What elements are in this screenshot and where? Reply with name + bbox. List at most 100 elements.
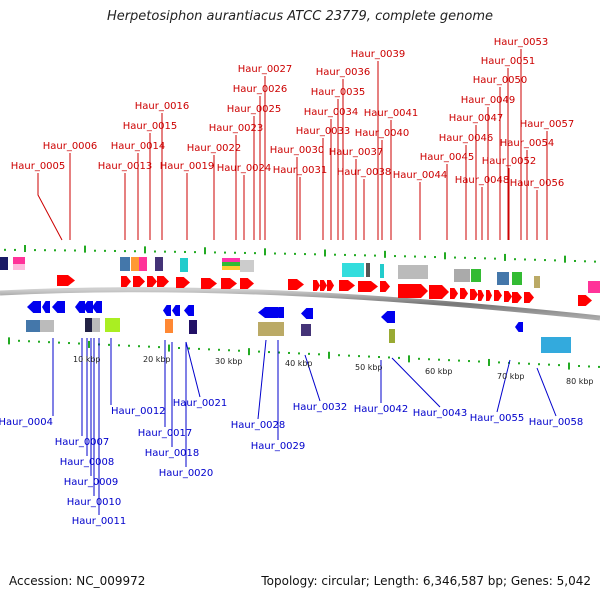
forward-gene-arrow <box>240 278 254 289</box>
gene-label-forward: Haur_0040 <box>355 128 410 139</box>
tick-mark <box>114 249 116 252</box>
tick-mark <box>174 250 176 253</box>
gene-label-reverse: Haur_0021 <box>173 398 228 409</box>
tick-mark <box>224 251 226 254</box>
tick-mark <box>534 258 536 261</box>
tick-mark <box>218 348 220 351</box>
tick-mark <box>588 365 590 368</box>
tick-mark <box>194 251 196 254</box>
reverse-gene-arrow <box>172 305 180 316</box>
outer-tick-track <box>4 245 596 263</box>
domain-box <box>454 269 470 282</box>
tick-mark <box>148 345 150 348</box>
tick-mark <box>344 253 346 256</box>
tick-mark <box>358 355 360 358</box>
tick-mark <box>38 340 40 343</box>
tick-mark <box>254 252 256 255</box>
tick-mark <box>18 339 20 342</box>
leader-line <box>257 339 267 420</box>
forward-gene-arrow <box>429 285 449 299</box>
tick-mark <box>428 358 430 361</box>
tick-mark <box>308 352 310 355</box>
forward-gene-arrow <box>221 278 237 289</box>
tick-mark <box>548 363 550 366</box>
scale-label: 70 kbp <box>497 372 525 381</box>
tick-mark <box>288 351 290 354</box>
tick-mark <box>544 259 546 262</box>
gene-label-reverse: Haur_0009 <box>64 477 119 488</box>
gene-label-forward: Haur_0025 <box>227 104 282 115</box>
tick-mark <box>64 249 66 252</box>
leader-line <box>391 357 441 408</box>
domain-box <box>131 257 139 271</box>
tick-mark <box>258 350 260 353</box>
domain-box <box>120 257 130 271</box>
tick-mark <box>524 258 526 261</box>
tick-mark <box>264 248 266 256</box>
gene-label-forward: Haur_0053 <box>494 37 549 48</box>
forward-gene-arrow <box>147 276 157 287</box>
tick-mark <box>94 249 96 252</box>
tick-mark <box>518 362 520 365</box>
tick-mark <box>144 246 146 254</box>
gene-label-forward: Haur_0038 <box>337 167 392 178</box>
scale-label: 40 kbp <box>285 359 313 368</box>
tick-mark <box>484 257 486 260</box>
gene-label-forward: Haur_0044 <box>393 170 448 181</box>
gene-label-forward: Haur_0015 <box>123 121 178 132</box>
forward-gene-arrow <box>176 277 190 288</box>
domain-box <box>180 258 188 272</box>
gene-label-forward: Haur_0030 <box>270 145 325 156</box>
tick-mark <box>408 355 410 363</box>
tick-mark <box>568 362 570 370</box>
gene-label-forward: Haur_0006 <box>43 141 98 152</box>
forward-gene-arrow <box>320 280 327 291</box>
gene-label-forward: Haur_0016 <box>135 101 190 112</box>
tick-mark <box>138 345 140 348</box>
gene-label-forward: Haur_0049 <box>461 95 516 106</box>
domain-box <box>222 262 240 266</box>
domain-box <box>366 263 370 277</box>
leader-line <box>185 341 201 398</box>
scale-labels: 10 kbp 20 kbp 30 kbp 40 kbp 50 kbp 60 kbp 70 k… <box>73 355 594 386</box>
domain-box <box>534 276 540 288</box>
domain-box <box>85 318 93 332</box>
tick-mark <box>284 252 286 255</box>
gene-label-forward: Haur_0048 <box>455 175 510 186</box>
tick-mark <box>528 362 530 365</box>
forward-gene-arrow <box>358 281 378 292</box>
gene-label-reverse: Haur_0007 <box>55 437 110 448</box>
domain-box <box>105 318 120 332</box>
tick-mark <box>154 250 156 253</box>
gene-label-forward: Haur_0014 <box>111 141 166 152</box>
forward-gene-arrow <box>486 290 492 301</box>
tick-mark <box>318 353 320 356</box>
tick-mark <box>274 252 276 255</box>
gene-label-forward: Haur_0046 <box>439 133 494 144</box>
domain-box <box>13 257 25 264</box>
tick-mark <box>14 248 16 251</box>
domain-box <box>471 269 481 282</box>
tick-mark <box>198 347 200 350</box>
tick-mark <box>164 250 166 253</box>
gene-label-reverse: Haur_0011 <box>72 516 127 527</box>
tick-mark <box>444 252 446 260</box>
tick-mark <box>438 358 440 361</box>
forward-gene-arrow <box>398 284 428 298</box>
tick-mark <box>68 342 70 345</box>
tick-mark <box>268 351 270 354</box>
gene-label-reverse: Haur_0055 <box>470 413 525 424</box>
domain-box <box>139 257 147 271</box>
tick-mark <box>44 249 46 252</box>
gene-label-forward: Haur_0037 <box>329 147 384 158</box>
forward-gene-arrow <box>288 279 304 290</box>
domain-box <box>26 320 40 332</box>
inner-tick-track <box>8 337 600 370</box>
tick-mark <box>448 359 450 362</box>
reverse-gene-arrow <box>515 322 523 332</box>
scale-label: 30 kbp <box>215 357 243 366</box>
gene-label-reverse: Haur_0018 <box>145 448 200 459</box>
reverse-gene-arrow <box>274 307 284 318</box>
tick-mark <box>228 349 230 352</box>
